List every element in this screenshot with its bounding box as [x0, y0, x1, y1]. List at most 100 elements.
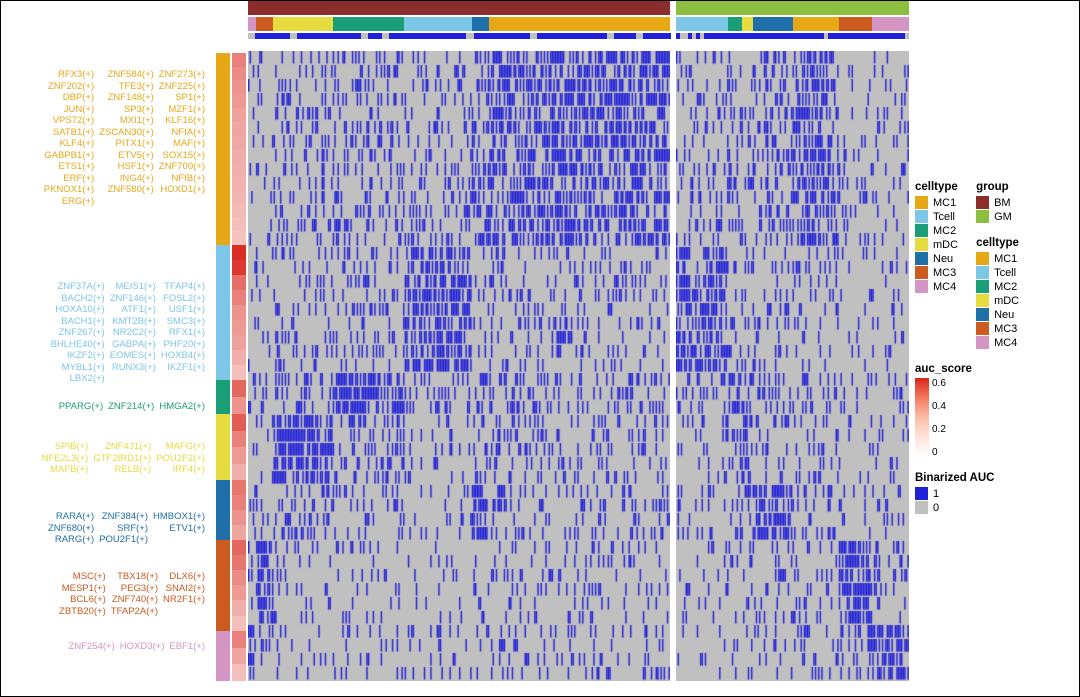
heatmap-body [248, 51, 909, 681]
gene-label: ZNF148(+) [108, 92, 159, 104]
gene-label: TFAP4(+) [164, 281, 210, 293]
legend-label: MC2 [994, 281, 1017, 293]
legend-auc: auc_score 0.60.40.20 [915, 363, 1071, 458]
legend-swatch [976, 280, 989, 293]
legend-celltype: celltype MC1TcellMC2mDCNeuMC3MC4 [915, 181, 958, 293]
legend-item: MC2 [976, 280, 1019, 293]
gene-label-block: MSC(+)MESP1(+)BCL6(+)ZBTB20(+)TBX18(+)PE… [59, 571, 210, 617]
legend-item: Tcell [976, 266, 1019, 279]
gene-label: NR2F1(+) [163, 594, 210, 606]
auc-cell [232, 495, 246, 510]
auc-cell [232, 231, 246, 245]
gene-label: MXI1(+) [120, 115, 159, 127]
heatmap-area [248, 1, 909, 696]
gene-label: USF1(+) [169, 304, 210, 316]
gene-label: ZNF584(+) [108, 69, 159, 81]
gene-label: SPIB(+) [55, 441, 94, 453]
auc-cell [232, 135, 246, 149]
auc-cell [232, 190, 246, 204]
col-celltype-segment [728, 17, 742, 31]
gene-label: ZSCAN30(+) [99, 127, 159, 139]
legend-label: MC2 [933, 225, 956, 237]
legend-celltype2-title: celltype [976, 237, 1019, 249]
gene-label: ETV1(+) [169, 523, 210, 535]
gene-label: NFIB(+) [171, 173, 210, 185]
gene-label: MZF1(+) [168, 104, 210, 116]
gene-label: DBP(+) [63, 92, 99, 104]
gene-label: PHF20(+) [164, 339, 210, 351]
row-celltype-segment [216, 53, 230, 245]
auc-cell [232, 664, 246, 681]
auc-cell [232, 67, 246, 81]
gene-label: SNAI2(+) [166, 583, 210, 595]
auc-cell [232, 350, 246, 365]
col-celltype-segment [404, 17, 472, 31]
gene-label: BACH2(+) [61, 293, 110, 305]
auc-cell [232, 53, 246, 67]
gene-label: SRF(+) [117, 523, 153, 535]
auc-tick-label: 0 [932, 447, 946, 458]
legend-item: mDC [915, 238, 958, 251]
gene-label: ERF(+) [63, 173, 99, 185]
gene-label: ZNF214(+) [108, 401, 159, 413]
gene-label: MAFB(+) [50, 464, 93, 476]
gene-label: PEG3(+) [121, 583, 163, 595]
gene-label: GABPB1(+) [44, 150, 99, 162]
legend-label: Neu [933, 253, 953, 265]
col-celltype-segment [273, 17, 332, 31]
gene-label: ETS1(+) [59, 161, 100, 173]
row-celltype-segment [216, 380, 230, 415]
gene-label: JUN(+) [64, 104, 99, 116]
legend-item: Neu [915, 252, 958, 265]
gene-label: ERG(+) [62, 196, 99, 208]
gene-label: POU2F1(+) [99, 534, 153, 546]
gene-label: SMC3(+) [167, 316, 210, 328]
legend-swatch [976, 196, 989, 209]
legend-label: mDC [933, 239, 958, 251]
auc-cell [232, 525, 246, 540]
legend-item: 0 [915, 501, 1071, 514]
auc-cell [232, 121, 246, 135]
auc-cell [232, 414, 246, 430]
auc-gradient-bar [915, 378, 929, 458]
col-celltype-segment [333, 17, 405, 31]
row-celltype-segment [216, 631, 230, 681]
gene-label: KMT2B(+) [112, 316, 161, 328]
legend-label: BM [994, 197, 1011, 209]
col-celltype-segment [742, 17, 754, 31]
gene-label: BACH1(+) [61, 316, 110, 328]
auc-cell [232, 163, 246, 177]
gene-label: GTF2IRD1(+) [93, 453, 156, 465]
gene-label: BHLHE40(+) [51, 339, 110, 351]
legend-label: MC4 [994, 337, 1017, 349]
legend-binarized: Binarized AUC 10 [915, 472, 1071, 514]
gene-label: TBX18(+) [117, 571, 163, 583]
auc-cell [232, 290, 246, 305]
gene-label: HMBOX1(+) [153, 511, 210, 523]
legend-item: MC1 [976, 252, 1019, 265]
gene-label-block: SPIB(+)NFE2L3(+)MAFB(+)ZNF431(+)GTF2IRD1… [42, 441, 210, 476]
legend-swatch [915, 280, 928, 293]
gene-label: NFE2L3(+) [42, 453, 94, 465]
auc-cell [232, 431, 246, 447]
legend-label: Tcell [933, 211, 955, 223]
gene-label: EOMES(+) [110, 350, 161, 362]
legend-item: GM [976, 210, 1019, 223]
auc-cell [232, 380, 246, 397]
legend-swatch [915, 501, 928, 514]
group-segment [248, 1, 670, 15]
gene-label: PKNOX1(+) [44, 184, 99, 196]
legend-label: Neu [994, 309, 1014, 321]
auc-cell [232, 176, 246, 190]
gene-label: RELB(+) [114, 464, 156, 476]
legend-swatch [976, 308, 989, 321]
auc-tick-label: 0.2 [932, 424, 946, 435]
gene-label: RARA(+) [56, 511, 99, 523]
gene-label: KLF16(+) [165, 115, 210, 127]
auc-cell [232, 335, 246, 350]
col-celltype-segment [793, 17, 840, 31]
gene-label-block: ZNF254(+)HOXD3(+)EBF1(+) [69, 641, 210, 653]
gene-label: ZNF267(+) [59, 327, 110, 339]
legend-label: MC4 [933, 281, 956, 293]
gene-label: HOXA10(+) [55, 304, 109, 316]
